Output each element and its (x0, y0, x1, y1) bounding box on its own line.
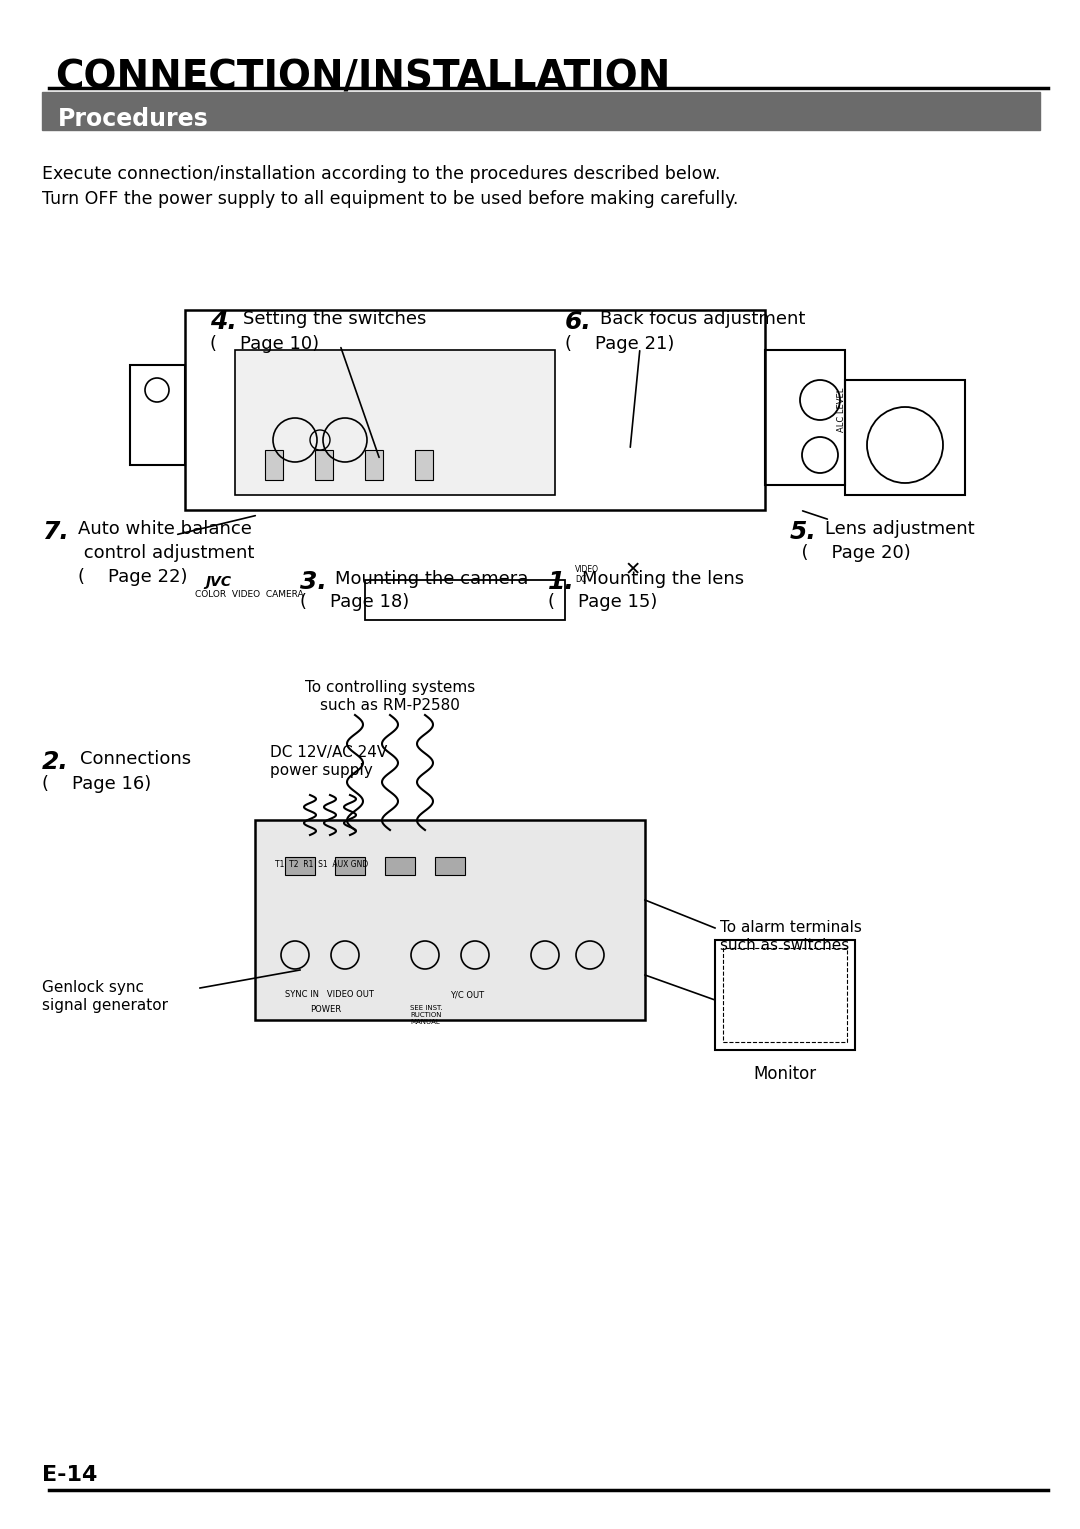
Text: Mounting the camera: Mounting the camera (335, 570, 528, 589)
Text: 6.: 6. (565, 310, 592, 333)
Bar (365, 579, 565, 619)
Text: Connections: Connections (80, 751, 191, 768)
Text: (    Page 16): ( Page 16) (42, 775, 151, 794)
Text: Procedures: Procedures (58, 107, 208, 131)
Text: SEE INST.
RUCTION
MANUAL: SEE INST. RUCTION MANUAL (410, 1005, 443, 1024)
Bar (255, 820, 645, 1020)
Text: JVC: JVC (205, 575, 231, 589)
Bar (715, 940, 855, 1050)
Text: To controlling systems: To controlling systems (305, 680, 475, 696)
Text: Mounting the lens: Mounting the lens (582, 570, 744, 589)
Text: 4.: 4. (210, 310, 237, 333)
Text: power supply: power supply (270, 763, 373, 778)
Text: control adjustment: control adjustment (78, 544, 255, 563)
Text: (    Page 21): ( Page 21) (565, 335, 674, 353)
Text: (    Page 22): ( Page 22) (78, 567, 188, 586)
Bar (335, 856, 365, 875)
Bar (765, 350, 845, 485)
Text: Monitor: Monitor (754, 1066, 816, 1083)
Text: ALC LEVEL: ALC LEVEL (837, 388, 846, 433)
Bar (235, 350, 555, 495)
Text: Setting the switches: Setting the switches (243, 310, 427, 329)
Bar (285, 856, 315, 875)
Bar (42, 92, 1040, 130)
Bar (384, 856, 415, 875)
Text: (    Page 18): ( Page 18) (300, 593, 409, 612)
Text: DC 12V/AC 24V: DC 12V/AC 24V (270, 745, 388, 760)
Bar (265, 450, 283, 480)
Bar (435, 856, 465, 875)
Text: CONNECTION/INSTALLATION: CONNECTION/INSTALLATION (55, 58, 671, 96)
Text: Lens adjustment: Lens adjustment (825, 520, 974, 538)
Text: POWER: POWER (310, 1005, 341, 1014)
Text: (    Page 10): ( Page 10) (210, 335, 319, 353)
Text: such as switches: such as switches (720, 937, 849, 953)
Text: To alarm terminals: To alarm terminals (720, 920, 862, 936)
Bar (845, 381, 966, 495)
Text: 1.: 1. (548, 570, 575, 593)
Text: Execute connection/installation according to the procedures described below.: Execute connection/installation accordin… (42, 165, 720, 183)
Text: Turn OFF the power supply to all equipment to be used before making carefully.: Turn OFF the power supply to all equipme… (42, 190, 739, 208)
Text: VIDEO
DC: VIDEO DC (575, 566, 599, 584)
Bar (315, 450, 333, 480)
Text: (    Page 20): ( Page 20) (789, 544, 910, 563)
Text: ✕: ✕ (625, 560, 642, 579)
Bar (365, 450, 383, 480)
Text: 7.: 7. (42, 520, 69, 544)
Text: signal generator: signal generator (42, 998, 168, 1014)
Text: E-14: E-14 (42, 1465, 97, 1485)
Bar (130, 365, 185, 465)
Text: Back focus adjustment: Back focus adjustment (600, 310, 806, 329)
Text: Auto white balance: Auto white balance (78, 520, 252, 538)
Text: 2.: 2. (42, 751, 69, 774)
Text: COLOR  VIDEO  CAMERA: COLOR VIDEO CAMERA (195, 590, 303, 599)
Text: Y/C OUT: Y/C OUT (450, 989, 484, 998)
Text: 3.: 3. (300, 570, 327, 593)
Text: Genlock sync: Genlock sync (42, 980, 144, 995)
Text: T1  T2  R1  S1  AUX GND: T1 T2 R1 S1 AUX GND (275, 859, 368, 868)
Text: SYNC IN   VIDEO OUT: SYNC IN VIDEO OUT (285, 989, 374, 998)
Text: such as RM-P2580: such as RM-P2580 (320, 699, 460, 713)
Bar (415, 450, 433, 480)
Bar (185, 310, 765, 511)
Text: 5.: 5. (789, 520, 816, 544)
Text: (    Page 15): ( Page 15) (548, 593, 658, 612)
Bar (723, 948, 847, 1041)
